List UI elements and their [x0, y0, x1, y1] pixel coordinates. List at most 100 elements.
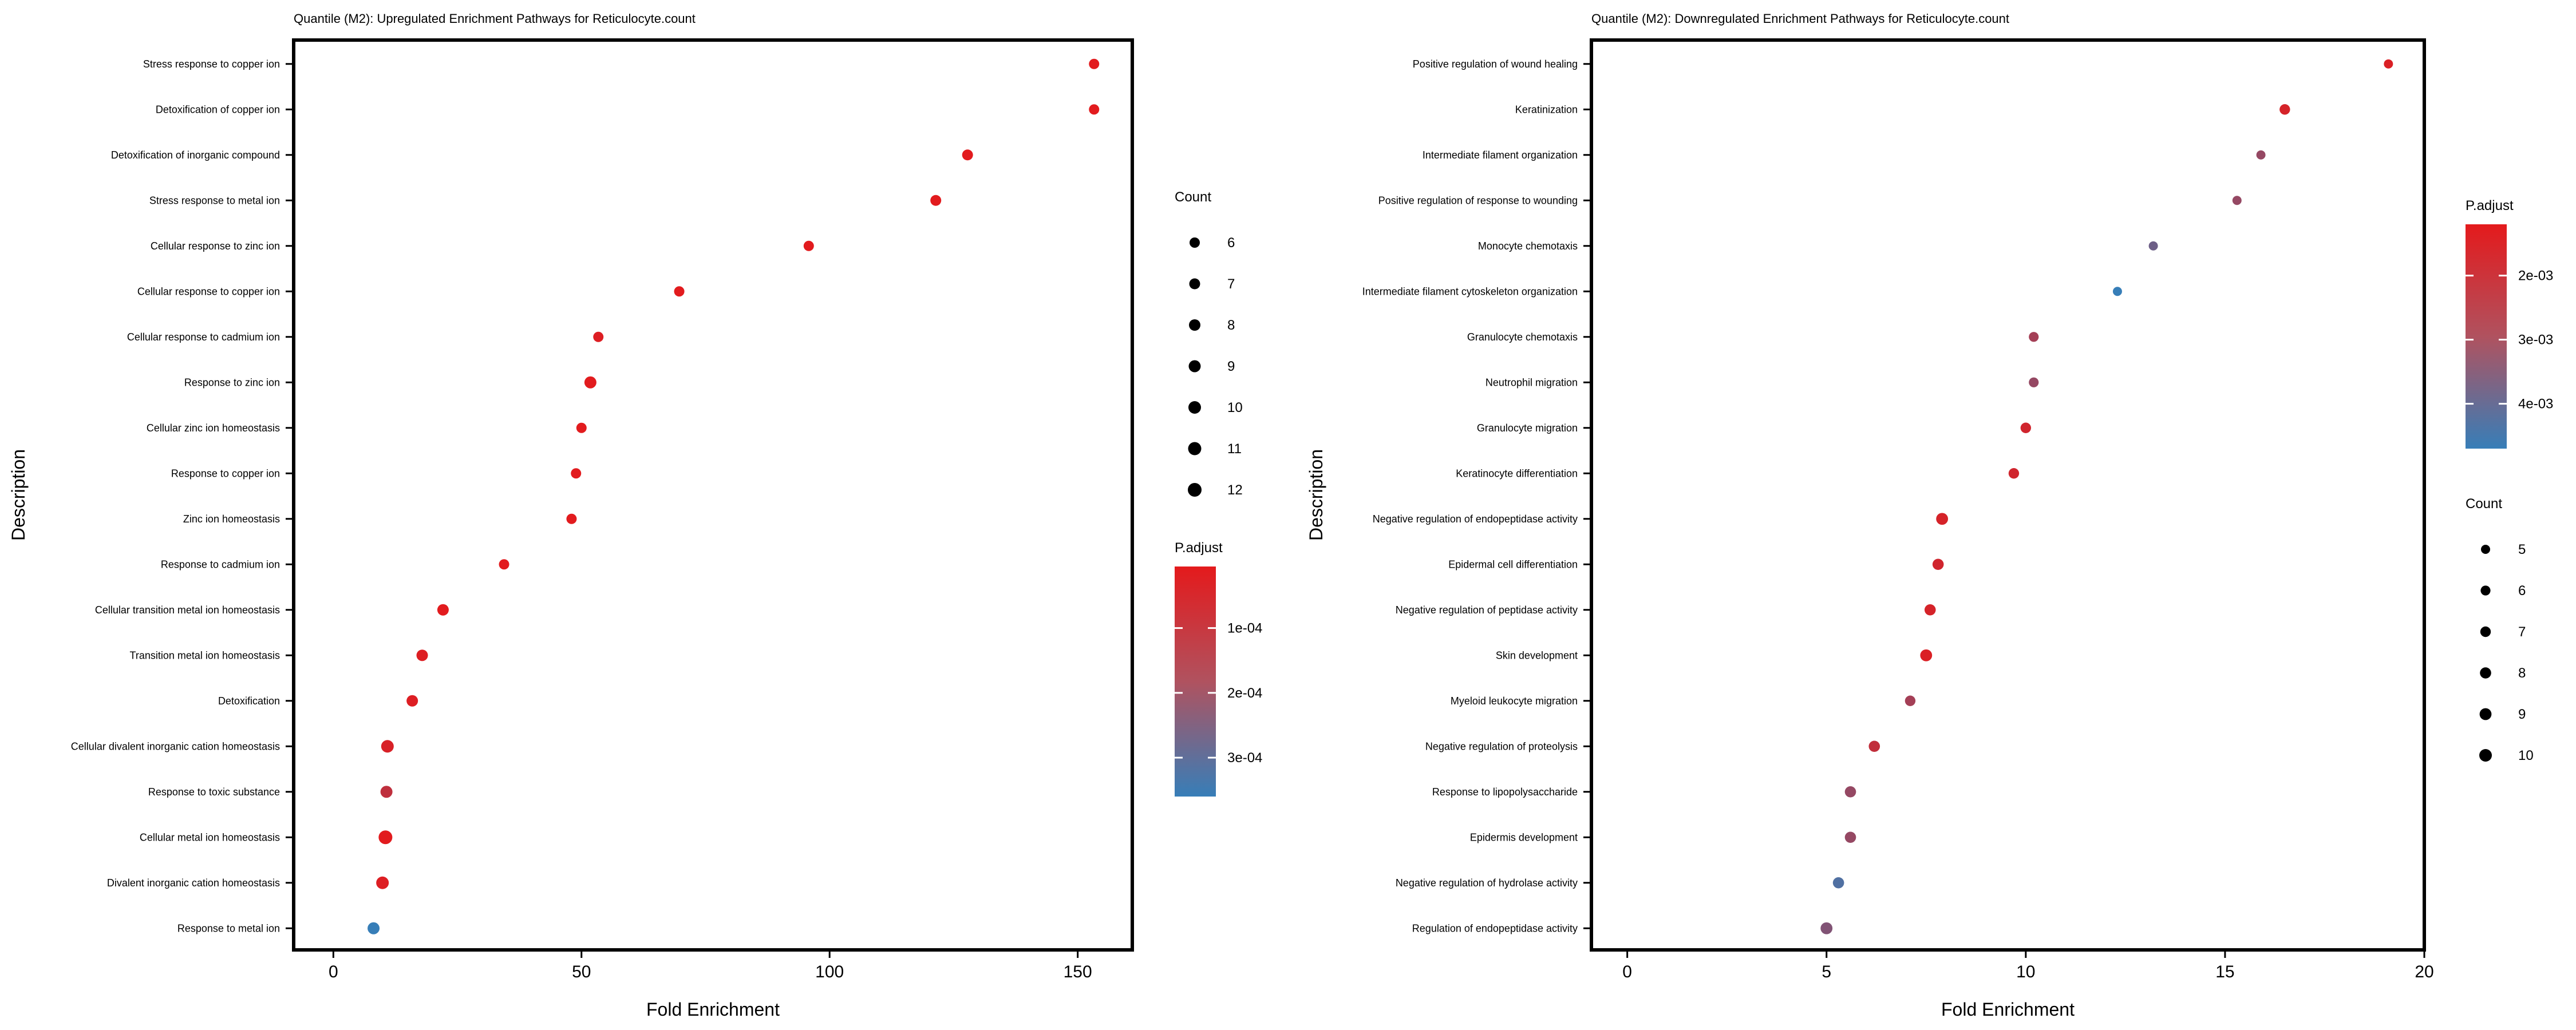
y-tick-label: Response to zinc ion	[184, 377, 280, 388]
count-legend-dot	[1188, 483, 1202, 497]
data-point	[381, 740, 394, 753]
y-tick-label: Cellular response to copper ion	[137, 286, 280, 297]
count-legend-label: 11	[1227, 441, 1242, 457]
count-legend-dot	[1188, 442, 1202, 455]
data-point	[406, 695, 418, 707]
y-tick-label: Divalent inorganic cation homeostasis	[107, 877, 280, 889]
chart-title: Quantile (M2): Upregulated Enrichment Pa…	[294, 11, 696, 26]
data-point	[2384, 59, 2393, 69]
plot-frame	[1590, 38, 2426, 952]
data-point	[584, 376, 596, 389]
y-tick-label: Monocyte chemotaxis	[1478, 240, 1578, 252]
padj-legend-title: P.adjust	[1175, 540, 1223, 556]
count-legend-title: Count	[2466, 496, 2502, 512]
x-axis-title: Fold Enrichment	[1941, 999, 2075, 1020]
data-point	[2008, 468, 2020, 479]
count-legend-label: 8	[2518, 665, 2526, 681]
y-tick-label: Zinc ion homeostasis	[183, 513, 280, 525]
y-tick-label: Granulocyte migration	[1477, 422, 1578, 434]
padj-tick-label: 2e-04	[1227, 686, 1262, 701]
y-tick-label: Intermediate filament cytoskeleton organ…	[1362, 286, 1578, 297]
data-point	[376, 876, 389, 889]
x-tick-label: 50	[572, 962, 591, 981]
y-tick-label: Transition metal ion homeostasis	[130, 649, 280, 661]
data-point	[1932, 558, 1944, 571]
data-point	[1089, 104, 1100, 115]
y-tick-label: Skin development	[1496, 649, 1578, 661]
y-tick-label: Granulocyte chemotaxis	[1467, 331, 1578, 343]
y-tick-label: Myeloid leukocyte migration	[1451, 695, 1578, 707]
count-legend-dot	[1189, 319, 1200, 331]
y-tick-label: Detoxification	[218, 695, 280, 707]
data-point	[368, 922, 380, 934]
y-tick-label: Intermediate filament organization	[1423, 149, 1578, 161]
y-tick-label: Neutrophil migration	[1485, 377, 1578, 388]
data-point	[930, 195, 942, 206]
count-legend-title: Count	[1175, 189, 1211, 205]
count-legend-label: 6	[1227, 235, 1235, 251]
count-legend-label: 7	[2518, 624, 2526, 640]
count-legend-label: 12	[1227, 482, 1243, 498]
y-tick-label: Cellular transition metal ion homeostasi…	[95, 604, 280, 616]
count-legend-dot	[2479, 749, 2492, 762]
y-tick-label: Detoxification of inorganic compound	[111, 149, 280, 161]
data-point	[571, 468, 582, 479]
count-legend-dot	[2479, 708, 2492, 720]
count-legend-label: 10	[1227, 400, 1243, 415]
y-tick-label: Stress response to metal ion	[149, 195, 280, 206]
count-legend-label: 9	[1227, 359, 1235, 374]
plot-frame	[292, 38, 1134, 952]
x-tick-label: 0	[329, 962, 338, 981]
data-point	[2256, 150, 2266, 160]
data-point	[566, 513, 577, 524]
y-tick-label: Positive regulation of response to wound…	[1378, 195, 1578, 206]
data-point	[2112, 287, 2122, 296]
count-legend-dot	[2480, 667, 2491, 679]
data-point	[1936, 513, 1949, 525]
data-point	[2279, 104, 2290, 115]
data-point	[1820, 922, 1833, 934]
data-point	[1868, 740, 1880, 752]
x-tick-label: 150	[1064, 962, 1092, 981]
y-tick-label: Negative regulation of peptidase activit…	[1396, 604, 1578, 616]
data-point	[380, 786, 393, 798]
padj-legend-title: P.adjust	[2466, 198, 2514, 213]
y-tick-label: Cellular response to cadmium ion	[127, 331, 280, 343]
x-tick-label: 10	[2016, 962, 2035, 981]
data-point	[1832, 877, 1844, 889]
x-tick-label: 100	[815, 962, 844, 981]
data-point	[2029, 377, 2039, 387]
y-tick-label: Cellular divalent inorganic cation homeo…	[71, 740, 280, 752]
data-point	[803, 240, 814, 251]
data-point	[962, 149, 973, 161]
padj-colorbar	[1175, 566, 1216, 797]
data-point	[1920, 649, 1933, 661]
data-point	[1844, 831, 1856, 843]
count-legend-dot	[2480, 626, 2491, 637]
data-point	[1089, 58, 1100, 69]
count-legend-dot	[2481, 545, 2490, 554]
data-point	[2029, 332, 2039, 342]
y-tick-label: Epidermis development	[1470, 831, 1578, 843]
y-tick-label: Positive regulation of wound healing	[1413, 58, 1578, 70]
count-legend-label: 5	[2518, 542, 2526, 557]
data-point	[378, 830, 393, 845]
count-legend-label: 8	[1227, 318, 1235, 333]
count-legend-dot	[1189, 278, 1200, 290]
data-point	[593, 331, 604, 342]
y-tick-label: Negative regulation of proteolysis	[1425, 740, 1578, 752]
y-tick-label: Keratinization	[1515, 104, 1578, 115]
data-point	[2020, 422, 2032, 433]
y-tick-label: Stress response to copper ion	[143, 58, 280, 70]
count-legend-label: 7	[1227, 276, 1235, 292]
padj-tick-label: 3e-04	[1227, 750, 1262, 766]
y-tick-label: Epidermal cell differentiation	[1448, 558, 1578, 570]
y-tick-label: Keratinocyte differentiation	[1456, 468, 1578, 479]
count-legend-label: 6	[2518, 583, 2526, 599]
y-axis-title: Description	[1306, 449, 1326, 541]
x-tick-label: 20	[2415, 962, 2433, 981]
data-point	[1924, 604, 1936, 616]
y-tick-label: Response to cadmium ion	[161, 558, 280, 570]
chart-title: Quantile (M2): Downregulated Enrichment …	[1591, 11, 2009, 26]
